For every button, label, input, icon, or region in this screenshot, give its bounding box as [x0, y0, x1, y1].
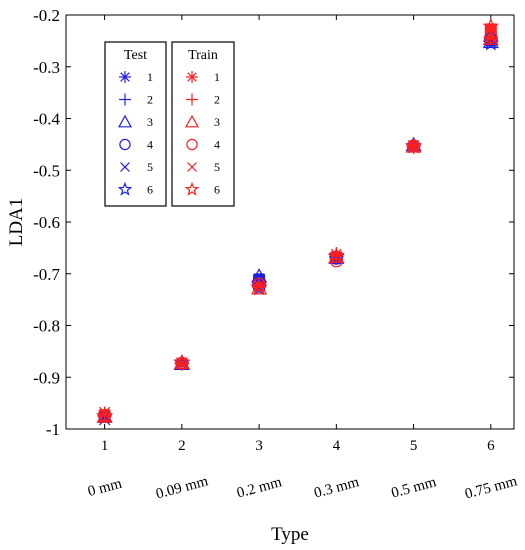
- x-tick-label: 4: [333, 438, 341, 454]
- legend-label: 5: [147, 160, 153, 174]
- y-tick-label: -1: [46, 420, 60, 439]
- triangle-shape: [184, 114, 200, 128]
- legend-label: 6: [214, 183, 220, 197]
- legend-marker-train-1: [186, 71, 198, 83]
- star-shape: [405, 137, 422, 154]
- circle-shape: [186, 138, 198, 151]
- star-shape: [173, 353, 191, 370]
- x-tick-label: 6: [487, 438, 495, 454]
- x-tick-label: 1: [101, 438, 109, 454]
- legend-label: 2: [214, 93, 220, 107]
- circle-shape: [484, 30, 498, 44]
- legend-marker-test-5: [120, 162, 130, 172]
- legend-label: 3: [147, 115, 153, 129]
- legend-label: 2: [147, 93, 153, 107]
- point-train-6: [482, 17, 500, 34]
- point-train-6: [173, 353, 191, 370]
- axis-ticks: [66, 14, 514, 430]
- circle-shape: [119, 138, 131, 151]
- legend-box-test: [104, 41, 167, 207]
- legend-marker-test-3: [117, 114, 133, 128]
- cross-stroke: [187, 162, 197, 172]
- y-tick-label: -0.7: [33, 265, 60, 284]
- legend-marker-test-4: [119, 138, 131, 151]
- y-tick-labels: -0.2 -0.3 -0.4 -0.5 -0.6 -0.7 -0.8 -0.9 -1: [33, 6, 60, 439]
- x-tick-label: 5: [410, 438, 418, 454]
- star-shape: [328, 246, 345, 263]
- legend-title-test: Test: [124, 48, 147, 63]
- legend-title-train: Train: [188, 48, 218, 63]
- legend-marker-train-2: [186, 93, 198, 106]
- asterisk-stroke: [120, 72, 130, 82]
- x-tick-labels: 1 2 3 4 5 6: [101, 438, 495, 454]
- category-label: 0 mm: [86, 476, 124, 500]
- y-tick-label: -0.4: [33, 110, 60, 129]
- data-points: [96, 17, 500, 426]
- circle-shape: [175, 356, 189, 370]
- y-axis-title: LDA1: [6, 198, 27, 247]
- star-shape: [184, 181, 200, 196]
- circle-shape: [329, 254, 343, 268]
- y-tick-label: -0.2: [33, 6, 60, 25]
- category-label: 0.5 mm: [390, 474, 439, 501]
- y-tick-label: -0.8: [33, 317, 60, 336]
- legend-label: 3: [214, 115, 220, 129]
- legend-marker-test-6: [117, 181, 133, 196]
- point-train-5: [485, 32, 497, 44]
- x-axis-title: Type: [271, 524, 309, 545]
- cross-stroke: [120, 162, 130, 172]
- y-tick-label: -0.3: [33, 58, 60, 77]
- category-label: 0.75 mm: [463, 473, 519, 502]
- triangle-shape: [117, 114, 133, 128]
- point-train-6: [250, 277, 268, 294]
- legend-label: 6: [147, 183, 153, 197]
- star-shape: [250, 277, 268, 294]
- asterisk-stroke: [187, 72, 197, 82]
- y-tick-label: -0.6: [33, 213, 60, 232]
- y-tick-label: -0.5: [33, 161, 60, 180]
- category-label: 0.3 mm: [312, 474, 361, 501]
- legend-label: 4: [147, 138, 153, 152]
- star-shape: [117, 181, 133, 196]
- point-train-4: [175, 356, 189, 370]
- y-tick-label: -0.9: [33, 368, 60, 387]
- legend-marker-test-2: [119, 93, 131, 106]
- cross-stroke: [485, 32, 497, 44]
- point-train-6: [405, 137, 422, 154]
- point-train-6: [328, 246, 345, 263]
- x-tick-label: 2: [178, 438, 186, 454]
- legend-marker-train-3: [184, 114, 200, 128]
- legend-marker-train-4: [186, 138, 198, 151]
- legend-marker-train-5: [187, 162, 197, 172]
- point-train-4: [329, 254, 343, 268]
- category-label: 0.2 mm: [235, 474, 284, 501]
- legend-label: 5: [214, 160, 220, 174]
- point-train-6: [96, 407, 113, 424]
- point-train-4: [484, 30, 498, 44]
- legend-box-train: [171, 41, 235, 207]
- legend-marker-test-1: [119, 71, 131, 83]
- point-train-3: [482, 30, 499, 46]
- category-labels: 0 mm 0.09 mm 0.2 mm 0.3 mm 0.5 mm 0.75 mm: [86, 473, 519, 502]
- legend-marker-train-6: [184, 181, 200, 196]
- star-shape: [482, 17, 500, 34]
- star-shape: [96, 407, 113, 424]
- x-tick-label: 3: [255, 438, 263, 454]
- legend-label: 1: [214, 70, 220, 84]
- category-label: 0.09 mm: [154, 473, 210, 502]
- legend-label: 4: [214, 138, 220, 152]
- legend-label: 1: [147, 70, 153, 84]
- triangle-shape: [482, 30, 499, 46]
